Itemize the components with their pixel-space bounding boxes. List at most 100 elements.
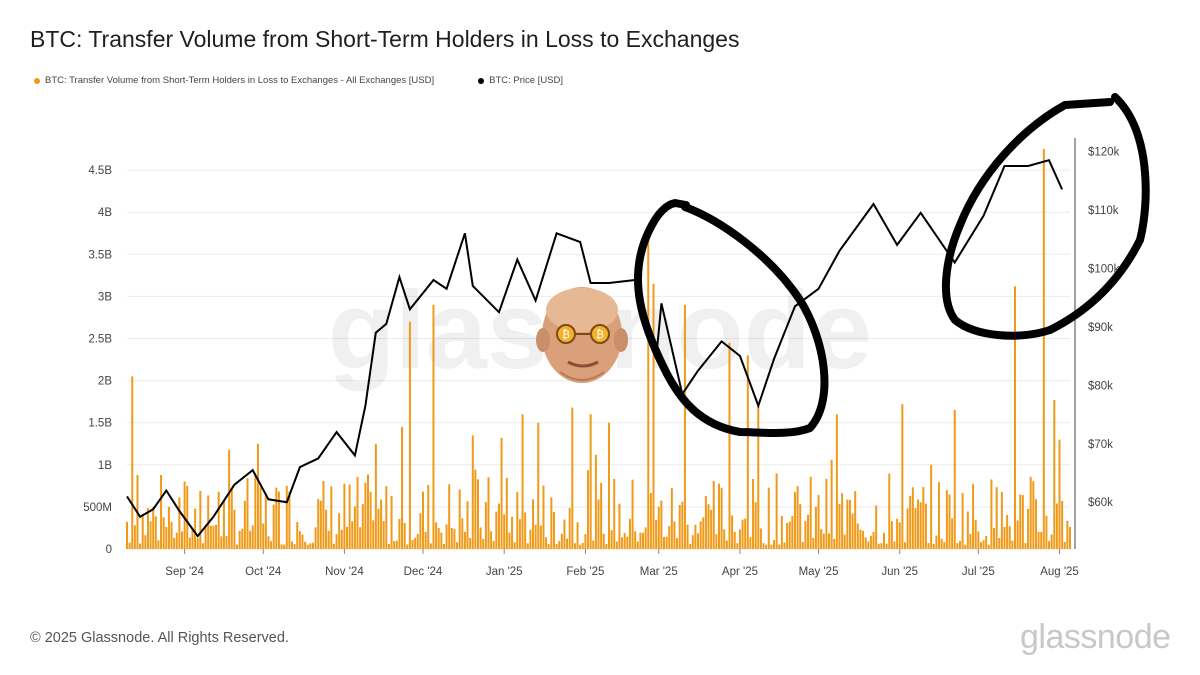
- volume-bar: [424, 531, 427, 549]
- volume-bar: [948, 494, 951, 549]
- volume-bar: [662, 536, 665, 549]
- volume-bar: [615, 541, 618, 549]
- volume-bar: [673, 521, 676, 549]
- volume-bar: [579, 544, 582, 549]
- volume-bar: [655, 519, 658, 549]
- volume-bar: [754, 502, 757, 549]
- volume-bar: [600, 482, 603, 549]
- volume-bar: [935, 535, 938, 549]
- x-tick-label: Mar '25: [640, 566, 678, 578]
- volume-bar: [456, 542, 459, 549]
- volume-bar: [374, 443, 377, 549]
- volume-bar: [587, 470, 590, 549]
- x-tick-label: May '25: [799, 566, 839, 578]
- volume-bar: [835, 414, 838, 549]
- volume-bar: [573, 543, 576, 549]
- price-line[interactable]: [126, 159, 1064, 538]
- volume-bar: [998, 538, 1001, 549]
- volume-bar: [534, 524, 537, 549]
- volume-bar: [618, 503, 621, 549]
- volume-bar: [280, 544, 283, 549]
- volume-bar: [924, 503, 927, 549]
- volume-bar: [453, 528, 456, 549]
- volume-bar: [759, 528, 762, 549]
- volume-bar: [854, 491, 857, 549]
- legend-item-price[interactable]: BTC: Price [USD]: [478, 75, 563, 86]
- volume-bar: [686, 524, 689, 549]
- volume-bar: [930, 464, 933, 549]
- volume-bar: [602, 533, 605, 549]
- x-tick-label: Nov '24: [325, 566, 364, 578]
- volume-bar: [236, 544, 239, 549]
- volume-bar: [146, 508, 149, 549]
- volume-bar: [972, 484, 975, 549]
- volume-bar: [710, 509, 713, 549]
- volume-bar: [985, 535, 988, 549]
- volume-bar: [201, 543, 204, 549]
- volume-bar: [550, 497, 553, 549]
- chart-canvas[interactable]: glassnode 0500M1B1.5B2B2.5B3B3.5B4B4.5B …: [0, 0, 1200, 600]
- volume-bar: [353, 506, 356, 549]
- volume-bar: [408, 321, 411, 549]
- volume-bar: [903, 542, 906, 549]
- volume-bar: [243, 500, 246, 549]
- volume-bar: [385, 486, 388, 549]
- volume-bar: [359, 527, 362, 549]
- volume-bar: [1055, 503, 1058, 549]
- volume-bar: [841, 493, 844, 549]
- volume-bar: [932, 544, 935, 549]
- volume-bar: [869, 535, 872, 549]
- volume-bar: [139, 543, 142, 549]
- volume-bar: [1013, 286, 1016, 549]
- volume-bar: [461, 518, 464, 549]
- volume-bar: [676, 538, 679, 549]
- volume-bar: [526, 543, 529, 549]
- volume-bar: [576, 522, 579, 549]
- volume-bar: [230, 488, 233, 549]
- volume-bar: [584, 534, 587, 549]
- volume-bar: [450, 527, 453, 549]
- volume-bar: [356, 476, 359, 549]
- volume-bar: [513, 542, 516, 549]
- volume-bar: [626, 536, 629, 549]
- volume-bar: [173, 537, 176, 549]
- volume-bar: [267, 536, 270, 549]
- legend-item-volume[interactable]: BTC: Transfer Volume from Short-Term Hol…: [34, 75, 434, 86]
- volume-bar: [927, 543, 930, 549]
- volume-bar: [1037, 531, 1040, 549]
- volume-bar: [917, 499, 920, 549]
- volume-bar: [167, 506, 170, 549]
- volume-bar: [746, 355, 749, 549]
- volume-bar: [801, 542, 804, 549]
- legend-label-volume: BTC: Transfer Volume from Short-Term Hol…: [45, 75, 435, 86]
- volume-bar: [387, 544, 390, 549]
- volume-bar: [209, 525, 212, 549]
- volume-bar: [833, 538, 836, 549]
- volume-bar: [697, 533, 700, 549]
- volume-bar: [411, 540, 414, 549]
- volume-bar: [1050, 534, 1053, 549]
- volume-bar: [560, 533, 563, 549]
- volume-bar: [157, 540, 160, 549]
- volume-bar: [660, 500, 663, 549]
- volume-bar: [657, 506, 660, 549]
- bald-man-with-bitcoin-glasses-icon: ₿ ₿: [536, 287, 628, 383]
- volume-bar: [793, 492, 796, 549]
- volume-bar: [322, 481, 325, 549]
- volume-bar: [694, 524, 697, 549]
- volume-bar: [566, 538, 569, 549]
- volume-bar: [343, 483, 346, 549]
- volume-bar: [757, 405, 760, 549]
- volume-bar: [435, 522, 438, 549]
- volume-bar: [943, 541, 946, 549]
- volume-bar: [1008, 526, 1011, 549]
- volume-bar: [482, 538, 485, 549]
- volume-bar: [628, 518, 631, 549]
- volume-bar: [678, 504, 681, 549]
- volume-bar: [152, 506, 155, 549]
- svg-text:₿: ₿: [562, 328, 570, 341]
- volume-bar: [961, 493, 964, 549]
- volume-bar: [492, 541, 495, 549]
- svg-text:₿: ₿: [596, 328, 604, 341]
- volume-bar: [277, 491, 280, 549]
